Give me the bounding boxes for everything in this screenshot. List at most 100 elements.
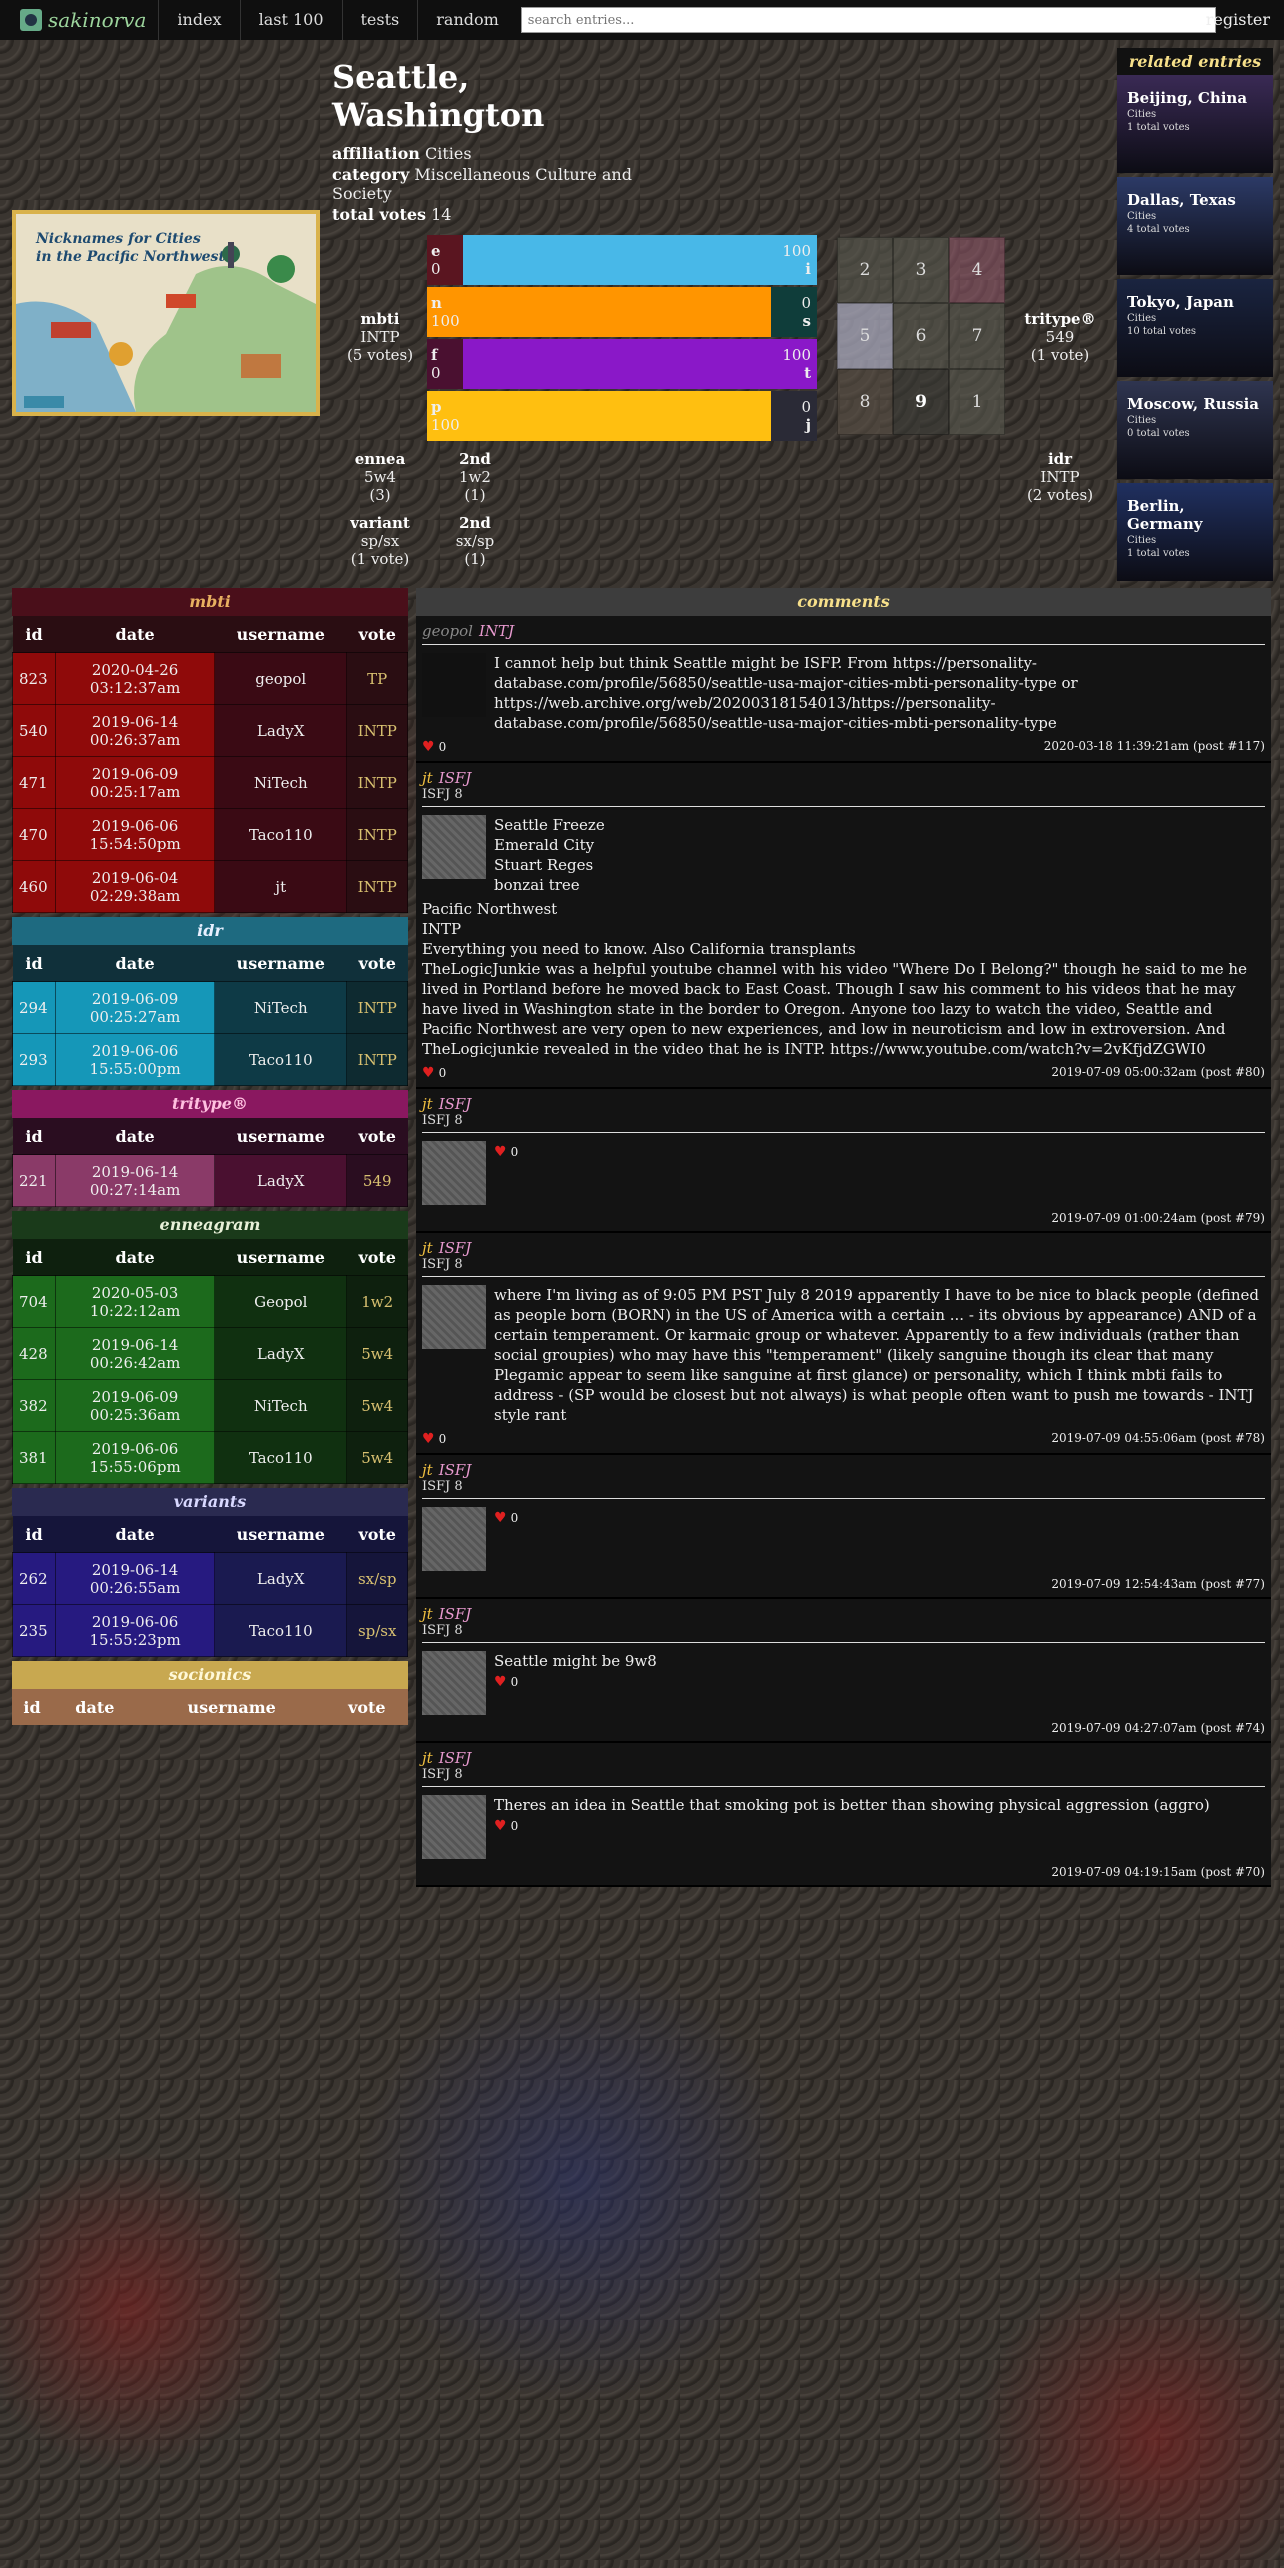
related-entries: related entries Beijing, China Cities 1 to… — [1117, 48, 1273, 585]
related-entry-card[interactable]: Moscow, Russia Cities 0 total votes — [1117, 381, 1273, 479]
category-label: category — [332, 165, 410, 184]
tritype-cell[interactable]: 1 — [949, 369, 1005, 435]
comment-author: jt ISFJ — [422, 1749, 1265, 1767]
tritype-cell[interactable]: 7 — [949, 303, 1005, 369]
bar-right-label: 100 i — [771, 235, 817, 285]
cell-username[interactable]: LadyX — [214, 1552, 348, 1605]
variant-second-votes: (1) — [464, 550, 486, 568]
bar-left-letter: e — [431, 242, 441, 260]
comment-footer: ♥ 0 2020-03-18 11:39:21am (post #117) — [422, 739, 1265, 755]
comment-username[interactable]: jt — [422, 1749, 433, 1767]
nav-tests[interactable]: tests — [341, 0, 418, 40]
like-count: 0 — [438, 1066, 447, 1080]
heart-icon[interactable]: ♥ — [494, 1144, 507, 1160]
heart-icon[interactable]: ♥ — [422, 1431, 435, 1447]
related-entry-card[interactable]: Dallas, Texas Cities 4 total votes — [1117, 177, 1273, 275]
tritype-cell[interactable]: 8 — [837, 369, 893, 435]
related-entry-name[interactable]: Beijing, China — [1127, 89, 1248, 107]
cell-date: 2019-06-14 00:26:42am — [55, 1327, 216, 1380]
heart-icon[interactable]: ♥ — [422, 739, 435, 755]
cell-username[interactable]: Taco110 — [214, 1604, 348, 1657]
table-row: 262 2019-06-14 00:26:55am LadyX sx/sp — [11, 1552, 408, 1605]
bar-fill — [463, 339, 771, 389]
tritype-cell[interactable]: 3 — [893, 237, 949, 303]
affiliation-value[interactable]: Cities — [424, 144, 472, 163]
avatar[interactable] — [422, 1507, 486, 1571]
comment-author: jt ISFJ — [422, 1095, 1265, 1113]
comment-line: INTP — [422, 920, 462, 938]
comment-line: TheLogicJunkie was a helpful youtube cha… — [422, 960, 1247, 1058]
related-entry-name[interactable]: Dallas, Texas — [1127, 191, 1236, 209]
related-entry-card[interactable]: Beijing, China Cities 1 total votes — [1117, 75, 1273, 173]
related-entry-name[interactable]: Tokyo, Japan — [1127, 293, 1234, 311]
tritype-cell[interactable]: 2 — [837, 237, 893, 303]
comment-username[interactable]: jt — [422, 1461, 433, 1479]
tritype-cell[interactable]: 9 — [893, 369, 949, 435]
cell-username[interactable]: Taco110 — [214, 808, 348, 861]
comment-username[interactable]: jt — [422, 1605, 433, 1623]
cell-username[interactable]: NiTech — [214, 756, 348, 809]
avatar[interactable] — [422, 653, 486, 717]
cell-date-day: 2019-06-14 — [91, 1560, 179, 1579]
related-entry-card[interactable]: Tokyo, Japan Cities 10 total votes — [1117, 279, 1273, 377]
comment-post: geopol INTJ I cannot help but think Seattl… — [416, 616, 1271, 763]
comment-username[interactable]: jt — [422, 1095, 433, 1113]
top-nav: sakinorva index last 100 tests random re… — [0, 0, 1284, 40]
variant-second-label: 2nd — [459, 514, 491, 532]
logo-link[interactable]: sakinorva — [0, 0, 158, 40]
bar-right-value: 100 — [782, 242, 811, 260]
avatar[interactable] — [422, 1285, 486, 1349]
cell-username[interactable]: geopol — [214, 652, 348, 705]
total-votes-value: 14 — [431, 205, 452, 224]
comment-body: I cannot help but think Seattle might be… — [422, 653, 1265, 733]
like-count: 0 — [510, 1511, 519, 1525]
nav-random[interactable]: random — [417, 0, 517, 40]
comment-footer: ♥ 0 2019-07-09 05:00:32am (post #80) — [422, 1065, 1265, 1081]
category-value[interactable]: Miscellaneous Culture and Society — [332, 165, 632, 203]
cell-username[interactable]: NiTech — [214, 1379, 348, 1432]
cell-username[interactable]: LadyX — [214, 1327, 348, 1380]
cell-username[interactable]: LadyX — [214, 704, 348, 757]
cell-id: 262 — [11, 1552, 57, 1605]
like-row: ♥ 0 — [494, 1141, 518, 1162]
comment-body: ♥ 0 — [422, 1507, 1265, 1571]
column-header: date — [115, 1126, 155, 1146]
nav-index[interactable]: index — [158, 0, 239, 40]
cell-username[interactable]: Taco110 — [214, 1033, 348, 1086]
heart-icon[interactable]: ♥ — [494, 1674, 507, 1690]
heart-icon[interactable]: ♥ — [494, 1510, 507, 1526]
search-input[interactable] — [520, 7, 1216, 33]
table-header-row: id date username vote — [12, 945, 408, 982]
comment-body: Seattle Freeze Emerald City Stuart Reges bo… — [422, 815, 1265, 895]
comment-username[interactable]: geopol — [422, 622, 473, 640]
cell-username[interactable]: LadyX — [214, 1154, 348, 1207]
tritype-cell[interactable]: 6 — [893, 303, 949, 369]
cell-date-time: 00:25:27am — [89, 1007, 181, 1026]
related-entry-card[interactable]: Berlin, Germany Cities 1 total votes — [1117, 483, 1273, 581]
heart-icon[interactable]: ♥ — [494, 1818, 507, 1834]
tritype-cell[interactable]: 5 — [837, 303, 893, 369]
related-entry-name[interactable]: Berlin, Germany — [1127, 497, 1203, 533]
related-entry-name[interactable]: Moscow, Russia — [1127, 395, 1260, 413]
avatar[interactable] — [422, 1141, 486, 1205]
cell-date-time: 00:27:14am — [89, 1180, 181, 1199]
comment-username[interactable]: jt — [422, 1239, 433, 1257]
cell-username[interactable]: Taco110 — [214, 1431, 348, 1484]
tritype-cell[interactable]: 4 — [949, 237, 1005, 303]
avatar[interactable] — [422, 815, 486, 879]
related-entry-category: Cities — [1127, 109, 1157, 120]
avatar[interactable] — [422, 1651, 486, 1715]
cell-username[interactable]: NiTech — [214, 981, 348, 1034]
cell-username[interactable]: jt — [214, 860, 348, 913]
cell-username[interactable]: Geopol — [214, 1275, 348, 1328]
bar-right-value: 100 — [782, 346, 811, 364]
comment-like: ♥ 0 — [422, 739, 446, 755]
column-header: vote — [358, 1247, 396, 1267]
comment-username[interactable]: jt — [422, 769, 433, 787]
comment-line: Seattle might be 9w8 — [494, 1652, 657, 1670]
heart-icon[interactable]: ♥ — [422, 1065, 435, 1081]
register-link[interactable]: register — [1205, 10, 1270, 29]
mbti-summary-votes: (5 votes) — [346, 346, 414, 364]
avatar[interactable] — [422, 1795, 486, 1859]
nav-last-100[interactable]: last 100 — [239, 0, 342, 40]
